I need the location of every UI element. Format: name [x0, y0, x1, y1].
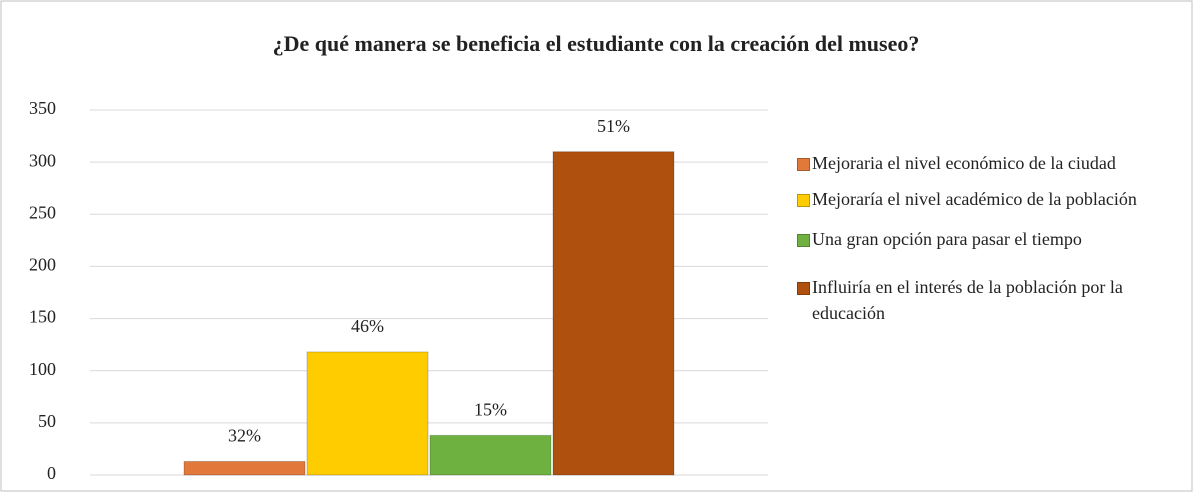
legend-swatch [797, 282, 810, 295]
legend: Mejoraria el nivel económico de la ciuda… [797, 150, 1157, 326]
y-tick-label: 150 [29, 307, 56, 327]
chart-title: ¿De qué manera se beneficia el estudiant… [273, 31, 920, 56]
legend-swatch [797, 234, 810, 247]
legend-swatch [797, 158, 810, 171]
y-tick-label: 200 [29, 255, 56, 275]
legend-entry: Una gran opción para pasar el tiempo [797, 226, 1157, 252]
legend-label: Influiría en el interés de la población … [812, 277, 1123, 323]
legend-label: Mejoraría el nivel académico de la pobla… [812, 189, 1137, 209]
y-tick-label: 250 [29, 202, 56, 222]
y-tick-label: 350 [29, 98, 56, 118]
legend-entry: Mejoraria el nivel económico de la ciuda… [797, 150, 1157, 176]
bar [183, 460, 306, 476]
y-tick-label: 0 [47, 463, 56, 483]
data-label: 32% [228, 426, 261, 446]
legend-label: Mejoraria el nivel económico de la ciuda… [812, 153, 1116, 173]
bar [429, 434, 552, 476]
y-tick-label: 100 [29, 359, 56, 379]
bar [552, 151, 675, 476]
legend-swatch [797, 194, 810, 207]
bar [306, 351, 429, 476]
data-label: 46% [351, 316, 384, 336]
data-label: 51% [597, 116, 630, 136]
data-label: 15% [474, 399, 507, 419]
legend-entry: Influiría en el interés de la población … [797, 274, 1157, 326]
y-tick-label: 300 [29, 150, 56, 170]
legend-entry: Mejoraría el nivel académico de la pobla… [797, 186, 1157, 212]
legend-label: Una gran opción para pasar el tiempo [812, 229, 1082, 249]
y-tick-label: 50 [38, 411, 56, 431]
